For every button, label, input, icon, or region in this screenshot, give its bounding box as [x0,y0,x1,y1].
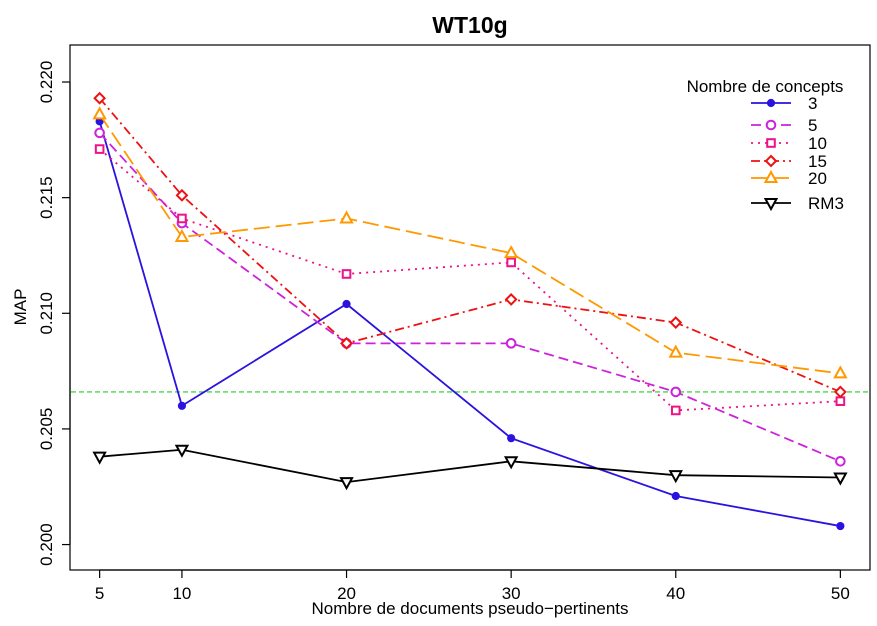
x-tick-label: 40 [666,584,685,603]
series-line [99,448,841,484]
series-5 [94,127,846,467]
legend-label: 20 [808,169,827,188]
series-line [98,121,841,527]
y-tick-label: 0.215 [37,176,56,219]
point-marker [92,106,107,120]
legend-label: 3 [808,94,817,113]
point-marker [503,245,519,259]
point-marker [766,138,776,148]
point-marker [339,210,354,224]
legend-item: RM3 [751,194,844,213]
point-marker [504,292,518,306]
series-10 [94,144,846,416]
point-marker [670,386,682,398]
point-marker [835,396,846,406]
x-axis-label: Nombre de documents pseudo−pertinents [311,599,628,618]
point-marker [670,405,681,416]
point-marker [763,169,779,183]
point-marker [766,98,776,108]
x-tick-label: 5 [95,584,104,603]
point-marker [765,119,777,131]
point-marker [671,491,680,501]
series-line [98,132,841,463]
legend-label: 5 [808,116,817,135]
x-tick-label: 10 [172,584,191,603]
point-marker [668,344,683,358]
point-marker [92,451,107,465]
point-marker [506,257,516,268]
point-marker [175,188,189,202]
point-marker [177,401,187,410]
point-marker [833,365,848,379]
y-tick-label: 0.220 [37,61,56,104]
legend-item: 10 [751,134,827,153]
point-marker [94,144,105,154]
point-marker [93,91,107,105]
x-tick-label: 50 [831,584,850,603]
series-15 [93,91,847,399]
x-axis: 5 10 20 30 40 50 [95,569,850,603]
legend-label: 15 [808,152,827,171]
point-marker [833,472,848,486]
y-axis-label: MAP [11,289,30,326]
y-tick-label: 0.210 [37,292,56,335]
legend-item: 15 [751,152,827,171]
point-marker [835,455,846,467]
point-marker [94,127,105,139]
series-3 [95,117,845,531]
point-marker [174,444,190,458]
legend-item: 3 [751,94,817,113]
point-marker [764,154,778,168]
y-axis: 0.200 0.205 0.210 0.215 0.220 [37,61,71,566]
point-marker [503,456,519,470]
y-tick-label: 0.205 [37,408,56,451]
series-layer [92,91,848,531]
x-tick-label: 20 [337,584,356,603]
series-RM3 [92,444,848,491]
legend-item: 20 [751,169,827,188]
point-marker [669,316,683,329]
legend-item: 5 [751,116,817,135]
point-marker [507,434,516,443]
series-20 [92,106,848,379]
point-marker [763,198,779,212]
x-tick-label: 30 [502,584,521,603]
point-marker [668,470,683,484]
legend-title: Nombre de concepts [687,77,844,96]
series-line [98,113,841,375]
legend-label: 10 [808,134,827,153]
point-marker [342,299,351,309]
point-marker [833,385,847,399]
point-marker [339,477,354,491]
point-marker [836,521,845,531]
chart-title: WT10g [432,12,507,38]
point-marker [174,228,190,242]
point-marker [177,213,187,224]
y-tick-label: 0.200 [37,523,56,566]
series-line [99,148,841,412]
point-marker [340,336,353,350]
point-marker [341,269,352,279]
point-marker [505,338,517,349]
legend-label: RM3 [808,194,844,213]
plot-frame [69,44,871,571]
